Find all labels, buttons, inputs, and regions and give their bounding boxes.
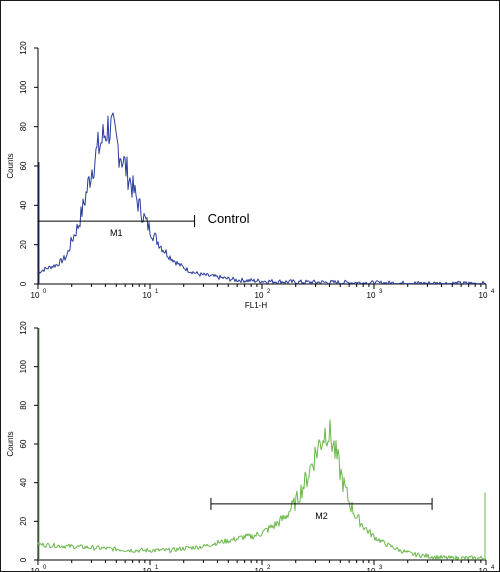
- y-axis-title: Counts: [6, 153, 15, 178]
- y-tick-label: 120: [19, 41, 28, 55]
- x-tick-exponent: 3: [379, 565, 383, 571]
- x-tick-label: 10: [367, 291, 376, 300]
- x-tick-label: 10: [255, 567, 264, 572]
- x-tick-label: 10: [479, 291, 488, 300]
- y-tick-label: 80: [19, 400, 28, 409]
- gate-label: M2: [315, 511, 328, 521]
- x-tick-label: 10: [367, 567, 376, 572]
- x-tick-label: 10: [31, 567, 40, 572]
- histogram-trace: [37, 112, 486, 285]
- y-tick-label: 60: [19, 439, 28, 448]
- histogram-trace: [37, 419, 487, 561]
- x-tick-label: 10: [143, 291, 152, 300]
- x-tick-exponent: 0: [43, 289, 47, 295]
- x-tick-exponent: 2: [267, 565, 271, 571]
- x-tick-exponent: 4: [491, 289, 495, 295]
- sample-annotation: Control: [208, 211, 250, 226]
- y-tick-label: 100: [19, 80, 28, 94]
- y-tick-label: 20: [19, 240, 28, 249]
- x-tick-exponent: 0: [43, 565, 47, 571]
- x-tick-label: 10: [143, 567, 152, 572]
- x-tick-exponent: 1: [155, 289, 159, 295]
- gate-label: M1: [110, 228, 123, 238]
- y-tick-label: 0: [19, 281, 28, 286]
- y-axis-title: Counts: [6, 431, 15, 456]
- x-tick-exponent: 4: [491, 565, 495, 571]
- x-tick-exponent: 1: [155, 565, 159, 571]
- x-tick-label: 10: [479, 567, 488, 572]
- y-tick-label: 40: [19, 478, 28, 487]
- x-axis-title: FL1-H: [245, 301, 267, 310]
- y-tick-label: 20: [19, 516, 28, 525]
- y-tick-label: 120: [19, 321, 28, 335]
- y-tick-label: 0: [19, 557, 28, 562]
- y-tick-label: 40: [19, 200, 28, 209]
- y-tick-label: 60: [19, 161, 28, 170]
- x-tick-label: 10: [255, 291, 264, 300]
- x-tick-exponent: 3: [379, 289, 383, 295]
- y-tick-label: 100: [19, 359, 28, 373]
- x-tick-label: 10: [31, 291, 40, 300]
- x-tick-exponent: 2: [267, 289, 271, 295]
- y-tick-label: 80: [19, 122, 28, 131]
